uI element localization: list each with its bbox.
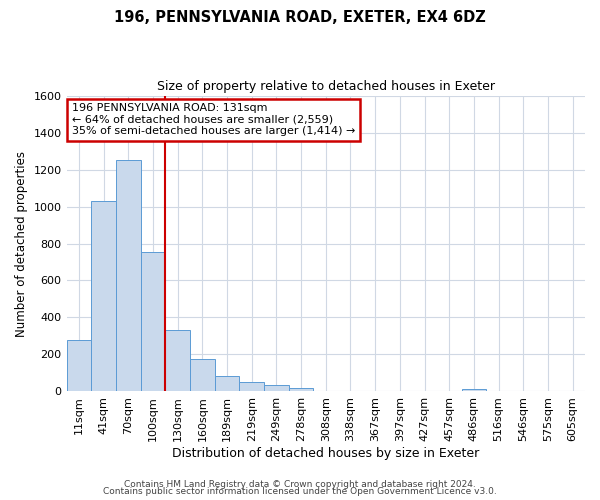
Text: 196, PENNSYLVANIA ROAD, EXETER, EX4 6DZ: 196, PENNSYLVANIA ROAD, EXETER, EX4 6DZ: [114, 10, 486, 25]
Bar: [215, 376, 239, 392]
Text: 196 PENNSYLVANIA ROAD: 131sqm
← 64% of detached houses are smaller (2,559)
35% o: 196 PENNSYLVANIA ROAD: 131sqm ← 64% of d…: [72, 103, 355, 136]
Bar: [190, 359, 215, 392]
Bar: [91, 201, 116, 392]
Text: Contains public sector information licensed under the Open Government Licence v3: Contains public sector information licen…: [103, 487, 497, 496]
Bar: [264, 385, 289, 392]
Text: Contains HM Land Registry data © Crown copyright and database right 2024.: Contains HM Land Registry data © Crown c…: [124, 480, 476, 489]
Bar: [116, 160, 140, 392]
X-axis label: Distribution of detached houses by size in Exeter: Distribution of detached houses by size …: [172, 447, 479, 460]
Bar: [165, 330, 190, 392]
Title: Size of property relative to detached houses in Exeter: Size of property relative to detached ho…: [157, 80, 495, 93]
Bar: [140, 252, 165, 392]
Bar: [461, 389, 486, 392]
Y-axis label: Number of detached properties: Number of detached properties: [15, 150, 28, 336]
Bar: [239, 382, 264, 392]
Bar: [67, 340, 91, 392]
Bar: [289, 388, 313, 392]
